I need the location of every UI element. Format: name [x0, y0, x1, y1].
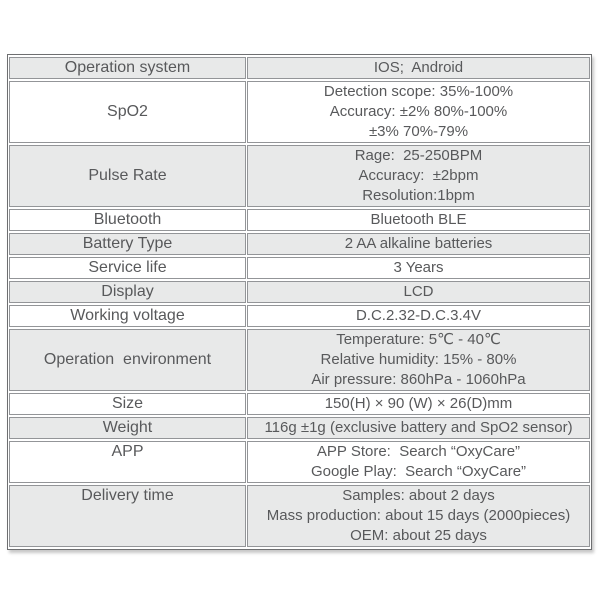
table-row-operation-system: Operation system IOS; Android — [9, 57, 590, 79]
table-row-working-voltage: Working voltage D.C.2.32-D.C.3.4V — [9, 305, 590, 327]
table-row-battery-type: Battery Type 2 AA alkaline batteries — [9, 233, 590, 255]
table-row-size: Size 150(H) × 90 (W) × 26(D)mm — [9, 393, 590, 415]
value-text: 150(H) × 90 (W) × 26(D)mm — [324, 395, 513, 412]
value-text: ±3% 70%-79% — [368, 123, 469, 140]
value-working-voltage: D.C.2.32-D.C.3.4V — [247, 305, 590, 327]
label-text: Working voltage — [70, 307, 185, 324]
value-display: LCD — [247, 281, 590, 303]
label-working-voltage: Working voltage — [9, 305, 246, 327]
value-text: IOS; Android — [373, 59, 464, 76]
label-operation-system: Operation system — [9, 57, 246, 79]
value-text: D.C.2.32-D.C.3.4V — [355, 307, 482, 324]
label-text: Battery Type — [82, 235, 173, 252]
value-text: LCD — [403, 283, 434, 300]
specification-table: Operation system IOS; Android SpO2 Detec… — [7, 54, 592, 550]
value-text: Resolution:1bpm — [362, 187, 475, 204]
label-bluetooth: Bluetooth — [9, 209, 246, 231]
value-size: 150(H) × 90 (W) × 26(D)mm — [247, 393, 590, 415]
label-text: Weight — [102, 419, 153, 436]
value-text: Mass production: about 15 days (2000piec… — [266, 507, 571, 524]
value-text: Samples: about 2 days — [342, 487, 495, 504]
value-text: Accuracy: ±2bpm — [358, 167, 479, 184]
value-text: Bluetooth BLE — [370, 211, 467, 228]
value-text: Temperature: 5℃ - 40℃ — [336, 331, 501, 348]
table-row-pulse-rate: Pulse Rate Rage: 25-250BPM Accuracy: ±2b… — [9, 145, 590, 207]
value-delivery-time: Samples: about 2 days Mass production: a… — [247, 485, 590, 547]
value-text: OEM: about 25 days — [350, 527, 487, 544]
table-row-operation-environment: Operation environment Temperature: 5℃ - … — [9, 329, 590, 391]
label-pulse-rate: Pulse Rate — [9, 145, 246, 207]
value-app: APP Store: Search “OxyCare” Google Play:… — [247, 441, 590, 483]
label-battery-type: Battery Type — [9, 233, 246, 255]
label-spo2: SpO2 — [9, 81, 246, 143]
value-service-life: 3 Years — [247, 257, 590, 279]
label-text: SpO2 — [107, 103, 148, 120]
label-text: Operation environment — [43, 351, 212, 368]
value-weight: 116g ±1g (exclusive battery and SpO2 sen… — [247, 417, 590, 439]
table-row-spo2: SpO2 Detection scope: 35%-100% Accuracy:… — [9, 81, 590, 143]
value-text: 2 AA alkaline batteries — [344, 235, 493, 252]
label-delivery-time: Delivery time — [9, 485, 246, 547]
table-row-display: Display LCD — [9, 281, 590, 303]
value-operation-system: IOS; Android — [247, 57, 590, 79]
label-app: APP — [9, 441, 246, 483]
label-text: Pulse Rate — [88, 167, 167, 184]
value-spo2: Detection scope: 35%-100% Accuracy: ±2% … — [247, 81, 590, 143]
value-text: Accuracy: ±2% 80%-100% — [329, 103, 508, 120]
value-operation-environment: Temperature: 5℃ - 40℃ Relative humidity:… — [247, 329, 590, 391]
label-text: Size — [111, 395, 144, 412]
label-size: Size — [9, 393, 246, 415]
value-text: Relative humidity: 15% - 80% — [320, 351, 517, 368]
value-text: Air pressure: 860hPa - 1060hPa — [311, 371, 526, 388]
table-row-delivery-time: Delivery time Samples: about 2 days Mass… — [9, 485, 590, 547]
label-weight: Weight — [9, 417, 246, 439]
value-text: Google Play: Search “OxyCare” — [310, 463, 527, 480]
label-text: Bluetooth — [93, 211, 162, 228]
value-pulse-rate: Rage: 25-250BPM Accuracy: ±2bpm Resoluti… — [247, 145, 590, 207]
value-text: APP Store: Search “OxyCare” — [316, 443, 521, 460]
label-display: Display — [9, 281, 246, 303]
label-service-life: Service life — [9, 257, 246, 279]
table-row-app: APP APP Store: Search “OxyCare” Google P… — [9, 441, 590, 483]
value-bluetooth: Bluetooth BLE — [247, 209, 590, 231]
value-text: Detection scope: 35%-100% — [323, 83, 514, 100]
label-text: Delivery time — [81, 487, 174, 504]
label-text: Service life — [88, 259, 167, 276]
table-row-bluetooth: Bluetooth Bluetooth BLE — [9, 209, 590, 231]
label-text: APP — [111, 443, 144, 460]
table-row-service-life: Service life 3 Years — [9, 257, 590, 279]
value-battery-type: 2 AA alkaline batteries — [247, 233, 590, 255]
label-text: Display — [101, 283, 154, 300]
label-text: Operation system — [64, 59, 191, 76]
value-text: Rage: 25-250BPM — [354, 147, 483, 164]
value-text: 3 Years — [393, 259, 444, 276]
table-row-weight: Weight 116g ±1g (exclusive battery and S… — [9, 417, 590, 439]
value-text: 116g ±1g (exclusive battery and SpO2 sen… — [264, 419, 573, 436]
spec-table-container: Operation system IOS; Android SpO2 Detec… — [7, 54, 593, 550]
label-operation-environment: Operation environment — [9, 329, 246, 391]
